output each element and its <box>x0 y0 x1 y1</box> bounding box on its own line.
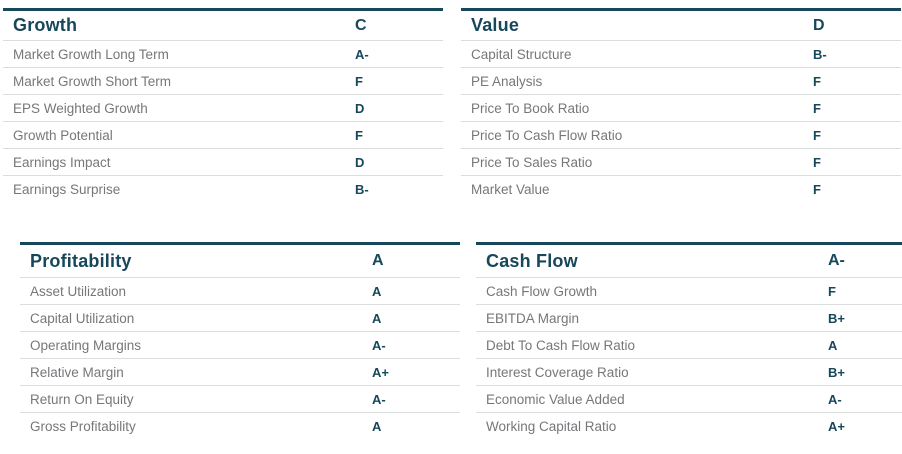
metric-grade: A <box>372 283 382 299</box>
metric-label: Earnings Surprise <box>13 181 121 197</box>
panel-title: Growth <box>13 15 78 35</box>
metric-grade: B+ <box>828 310 845 326</box>
panel-cash-flow: Cash Flow A- Cash Flow Growth F EBITDA M… <box>476 242 902 439</box>
metric-row: Economic Value Added A- <box>476 385 902 412</box>
metric-grade: A- <box>372 337 386 353</box>
metric-label: Interest Coverage Ratio <box>486 364 629 380</box>
metric-row: Price To Cash Flow Ratio F <box>461 121 901 148</box>
panel-grade: D <box>813 16 825 34</box>
metric-label: Price To Cash Flow Ratio <box>471 127 623 143</box>
metric-grade: A+ <box>372 364 389 380</box>
metric-row: Relative Margin A+ <box>20 358 460 385</box>
metric-row: Earnings Surprise B- <box>3 175 443 202</box>
metric-label: Gross Profitability <box>30 418 136 434</box>
metric-row: Capital Structure B- <box>461 40 901 67</box>
panel-growth: Growth C Market Growth Long Term A- Mark… <box>3 8 443 202</box>
metric-label: Capital Utilization <box>30 310 135 326</box>
top-panels-row: Growth C Market Growth Long Term A- Mark… <box>0 0 902 202</box>
metric-row: Gross Profitability A <box>20 412 460 439</box>
metric-label: Market Growth Long Term <box>13 46 169 62</box>
metric-grade: F <box>813 154 821 170</box>
metric-row: Debt To Cash Flow Ratio A <box>476 331 902 358</box>
metric-row: PE Analysis F <box>461 67 901 94</box>
metric-label: Market Growth Short Term <box>13 73 172 89</box>
metric-grade: D <box>355 100 365 116</box>
metric-row: Operating Margins A- <box>20 331 460 358</box>
metric-grade: F <box>813 73 821 89</box>
metric-grade: F <box>813 181 821 197</box>
metric-row: Price To Sales Ratio F <box>461 148 901 175</box>
panel-header: Cash Flow A- <box>476 245 902 277</box>
metric-label: Economic Value Added <box>486 391 625 407</box>
metric-label: Relative Margin <box>30 364 124 380</box>
metric-grade: F <box>813 100 821 116</box>
metric-grade: B+ <box>828 364 845 380</box>
metric-grade: A <box>372 310 382 326</box>
metric-row: Interest Coverage Ratio B+ <box>476 358 902 385</box>
metric-row: Working Capital Ratio A+ <box>476 412 902 439</box>
metric-label: PE Analysis <box>471 73 543 89</box>
metric-label: Price To Sales Ratio <box>471 154 593 170</box>
metric-grade: F <box>355 127 363 143</box>
metric-row: Cash Flow Growth F <box>476 277 902 304</box>
metric-label: Cash Flow Growth <box>486 283 598 299</box>
panel-title: Cash Flow <box>486 250 578 271</box>
panel-value: Value D Capital Structure B- PE Analysis… <box>461 8 901 202</box>
metric-grade: A- <box>355 46 369 62</box>
metric-row: Price To Book Ratio F <box>461 94 901 121</box>
metric-label: EPS Weighted Growth <box>13 100 148 116</box>
metric-label: Asset Utilization <box>30 283 127 299</box>
metric-grade: A <box>828 337 838 353</box>
metric-label: Growth Potential <box>13 127 113 143</box>
panel-header: Growth C <box>3 11 443 40</box>
metric-grade: F <box>813 127 821 143</box>
metric-grade: A- <box>828 391 842 407</box>
metric-row: Market Value F <box>461 175 901 202</box>
metric-label: Return On Equity <box>30 391 134 407</box>
metric-label: Earnings Impact <box>13 154 111 170</box>
metric-row: Market Growth Short Term F <box>3 67 443 94</box>
metric-label: Working Capital Ratio <box>486 418 617 434</box>
metric-row: Asset Utilization A <box>20 277 460 304</box>
panel-grade: A <box>372 252 384 269</box>
metric-label: EBITDA Margin <box>486 310 580 326</box>
bottom-panels-row: Profitability A Asset Utilization A Capi… <box>0 242 902 439</box>
panel-header: Value D <box>461 11 901 40</box>
panel-grade: A- <box>828 252 845 269</box>
metric-grade: B- <box>813 46 827 62</box>
metric-label: Price To Book Ratio <box>471 100 590 116</box>
panel-profitability: Profitability A Asset Utilization A Capi… <box>20 242 460 439</box>
metric-grade: F <box>828 283 836 299</box>
metric-grade: A- <box>372 391 386 407</box>
metric-row: Return On Equity A- <box>20 385 460 412</box>
panel-title: Profitability <box>30 250 132 271</box>
metric-label: Operating Margins <box>30 337 142 353</box>
metric-grade: A+ <box>828 418 845 434</box>
metric-row: EPS Weighted Growth D <box>3 94 443 121</box>
metric-label: Market Value <box>471 181 550 197</box>
panel-title: Value <box>471 15 520 35</box>
metric-grade: B- <box>355 181 369 197</box>
metric-row: Earnings Impact D <box>3 148 443 175</box>
metric-row: EBITDA Margin B+ <box>476 304 902 331</box>
metric-grade: A <box>372 418 382 434</box>
metric-grade: F <box>355 73 363 89</box>
metric-label: Capital Structure <box>471 46 572 62</box>
metric-label: Debt To Cash Flow Ratio <box>486 337 636 353</box>
panel-grade: C <box>355 16 367 34</box>
metric-row: Growth Potential F <box>3 121 443 148</box>
metric-grade: D <box>355 154 365 170</box>
metric-row: Market Growth Long Term A- <box>3 40 443 67</box>
panel-header: Profitability A <box>20 245 460 277</box>
metric-row: Capital Utilization A <box>20 304 460 331</box>
